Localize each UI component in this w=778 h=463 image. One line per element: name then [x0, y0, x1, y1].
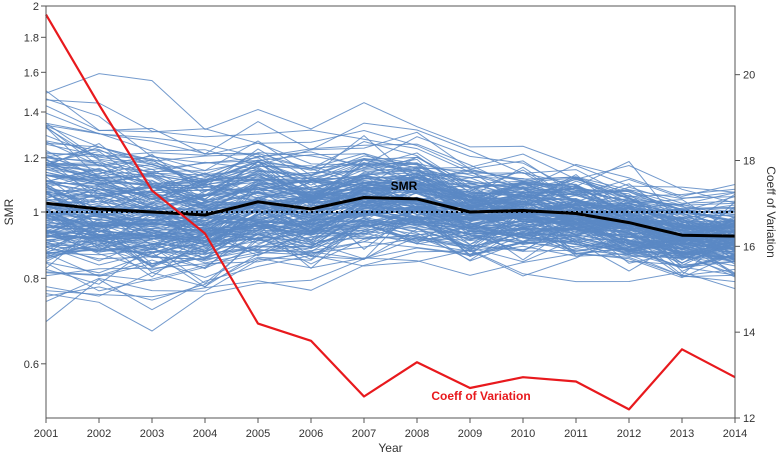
x-tick-label: 2009 [458, 428, 482, 440]
x-tick-label: 2003 [140, 428, 164, 440]
y2-axis-title: Coeff of Variation [764, 166, 778, 258]
trajectory-line [46, 73, 735, 193]
x-axis-title: Year [378, 441, 402, 455]
cv-annotation: Coeff of Variation [431, 389, 530, 403]
label-layer: 2001 2002 2003 2004 2005 2006 2007 2008 2009 2010… [2, 1, 778, 455]
x-tick-label: 2010 [511, 428, 535, 440]
x-tick-label: 2004 [193, 428, 217, 440]
smr-annotation: SMR [391, 179, 418, 193]
y-tick-label: 0.6 [24, 359, 39, 371]
x-tick-label: 2011 [564, 428, 588, 440]
trajectory-line [46, 90, 735, 247]
x-tick-label: 2006 [299, 428, 323, 440]
y-tick-label: 2 [33, 1, 39, 13]
y2-tick-label: 12 [743, 413, 755, 425]
trajectory-line [46, 148, 735, 224]
trajectory-line [46, 218, 735, 285]
x-tick-label: 2001 [34, 428, 58, 440]
trajectory-line [46, 233, 735, 298]
y2-tick-label: 16 [743, 241, 755, 253]
trajectory-line [46, 122, 735, 199]
trajectory-line [46, 150, 735, 213]
trajectory-line [46, 188, 735, 244]
y-tick-label: 1.2 [24, 153, 39, 165]
axes-layer [41, 5, 740, 423]
trajectory-line [46, 201, 735, 253]
trajectory-line [46, 249, 735, 323]
trajectory-line [46, 134, 735, 232]
trajectory-line [46, 233, 735, 332]
trajectory-line [46, 153, 735, 234]
trajectory-line [46, 127, 735, 228]
trajectory-line [46, 160, 735, 223]
trajectory-line [46, 152, 735, 204]
trajectory-line [46, 228, 735, 260]
trajectory-line [46, 125, 735, 223]
trajectory-line [46, 232, 735, 292]
y2-tick-label: 14 [743, 327, 755, 339]
trajectory-line [46, 126, 735, 237]
trajectory-line [46, 156, 735, 230]
y-tick-label: 1.4 [24, 107, 39, 119]
y-axis-title: SMR [2, 198, 16, 225]
trajectory-line [46, 225, 735, 278]
series-layer [45, 14, 736, 411]
x-tick-label: 2012 [617, 428, 641, 440]
x-tick-label: 2002 [87, 428, 111, 440]
y-tick-label: 1.6 [24, 67, 39, 79]
x-tick-label: 2013 [670, 428, 694, 440]
trajectory-line [46, 191, 735, 249]
x-tick-label: 2008 [405, 428, 429, 440]
trajectory-line [46, 105, 735, 198]
x-tick-label: 2005 [246, 428, 270, 440]
trajectory-line [46, 175, 735, 246]
background-trajectories [46, 73, 735, 332]
y2-tick-label: 18 [743, 156, 755, 168]
trajectory-line [46, 162, 735, 206]
y2-tick-label: 20 [743, 70, 755, 82]
x-tick-label: 2007 [352, 428, 376, 440]
x-tick-label: 2014 [723, 428, 747, 440]
trajectory-line [46, 228, 735, 277]
trajectory-line [46, 206, 735, 258]
y-tick-label: 1.8 [24, 32, 39, 44]
trajectory-line [46, 170, 735, 227]
cv-series-line [45, 14, 736, 411]
smr-series-line [45, 196, 736, 238]
y-tick-label: 0.8 [24, 273, 39, 285]
trajectory-line [46, 199, 735, 251]
y-tick-label: 1 [33, 207, 39, 219]
trajectory-line [46, 197, 735, 253]
trajectory-line [46, 112, 735, 197]
